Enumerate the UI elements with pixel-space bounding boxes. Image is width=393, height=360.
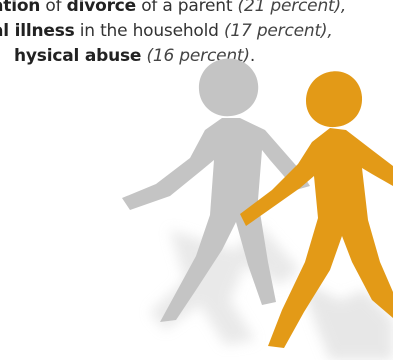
gray-figure-head — [198, 58, 259, 117]
text-line-1: ation of divorce of a parent (21 percent… — [0, 0, 393, 19]
gray-person-figure — [122, 58, 310, 322]
orange-figure-body — [240, 128, 393, 348]
line1-segment-3: of a parent — [135, 0, 238, 16]
line1-segment-2: divorce — [66, 0, 137, 16]
orange-figure-head — [306, 71, 363, 128]
gray-figure-body — [122, 118, 310, 322]
orange-person-figure — [240, 71, 393, 348]
orange-figure-shadow — [300, 280, 393, 360]
line3-segment-0: hysical abuse — [14, 46, 142, 66]
line2-segment-1: in the household — [74, 21, 224, 41]
text-line-2: al illness in the household (17 percent)… — [0, 19, 393, 44]
line3-segment-3: . — [249, 46, 256, 66]
line2-segment-0: al illness — [0, 21, 75, 41]
line1-segment-4: (21 percent), — [237, 0, 347, 16]
line1-segment-0: ation — [0, 0, 41, 16]
line1-segment-1: of — [40, 0, 67, 16]
orange-figure-shadow-shape — [300, 280, 393, 360]
line2-segment-2: (17 percent), — [223, 21, 333, 41]
